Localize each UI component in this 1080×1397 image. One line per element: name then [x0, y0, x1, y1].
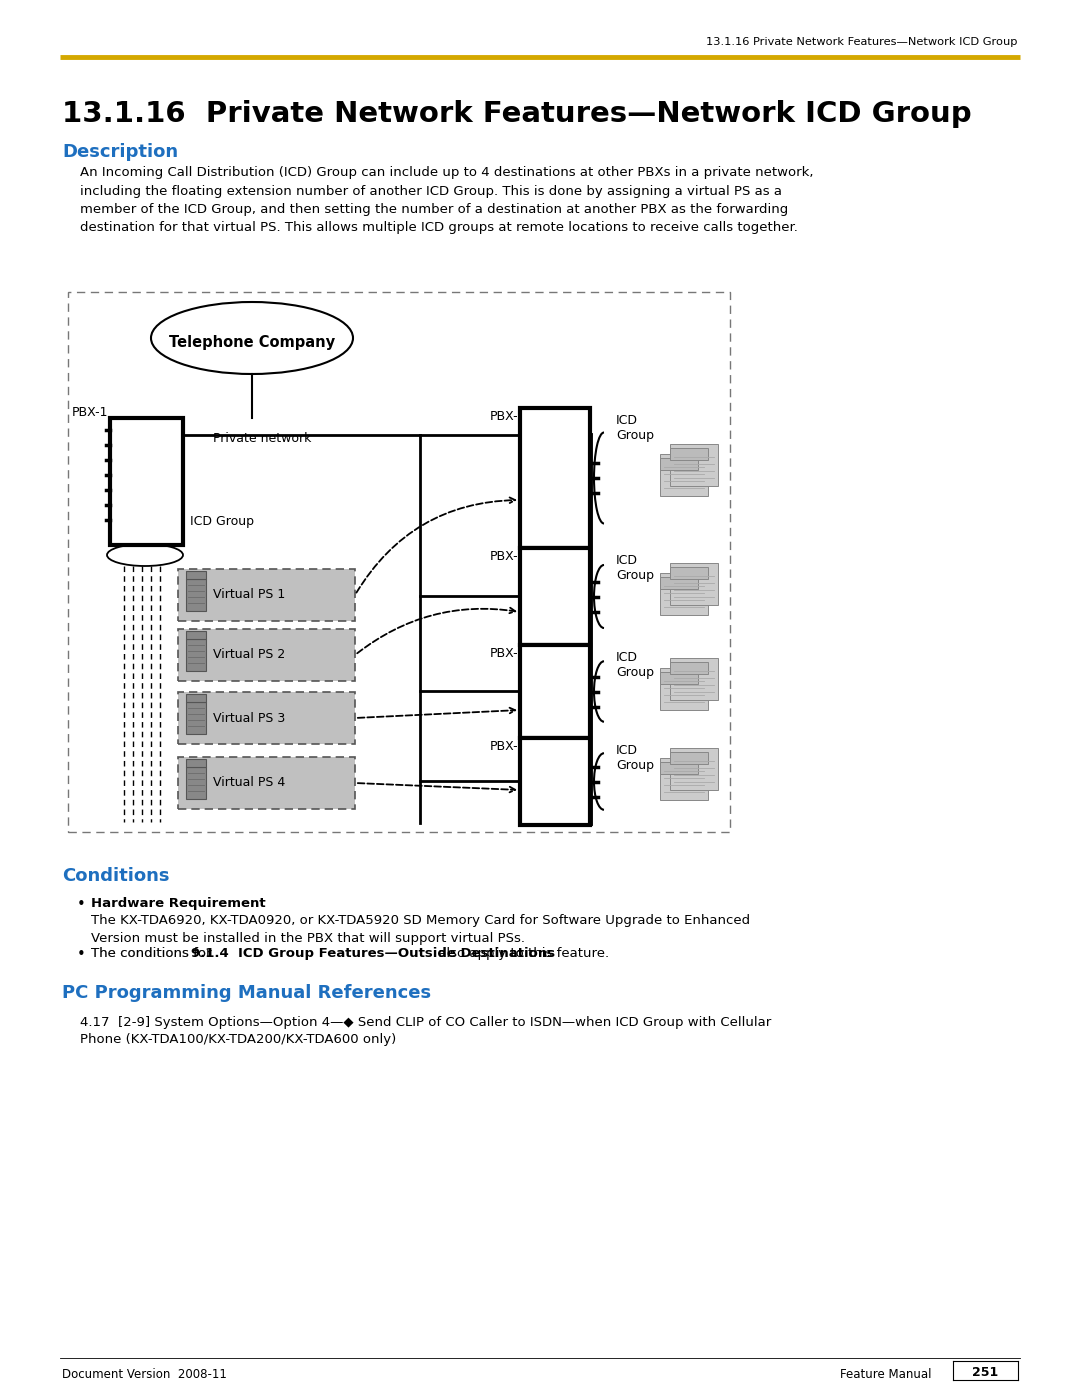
Bar — [670, 747, 718, 789]
Text: PC Programming Manual References: PC Programming Manual References — [62, 983, 431, 1002]
Bar — [186, 767, 206, 799]
Text: 9.1.4  ICD Group Features—Outside Destinations: 9.1.4 ICD Group Features—Outside Destina… — [191, 947, 555, 960]
Text: The KX-TDA6920, KX-TDA0920, or KX-TDA5920 SD Memory Card for Software Upgrade to: The KX-TDA6920, KX-TDA0920, or KX-TDA592… — [91, 914, 751, 944]
Text: Telephone Company: Telephone Company — [168, 334, 335, 349]
Text: Phone (KX-TDA100/KX-TDA200/KX-TDA600 only): Phone (KX-TDA100/KX-TDA200/KX-TDA600 onl… — [80, 1032, 396, 1046]
Text: ICD
Group: ICD Group — [616, 414, 654, 441]
Text: 13.1.16  Private Network Features—Network ICD Group: 13.1.16 Private Network Features—Network… — [62, 101, 972, 129]
Bar — [186, 694, 206, 703]
Text: The conditions for: The conditions for — [91, 947, 216, 960]
Bar — [660, 672, 698, 683]
Text: PBX-5: PBX-5 — [490, 740, 527, 753]
Text: ICD
Group: ICD Group — [616, 555, 654, 583]
Text: •: • — [77, 897, 85, 912]
Text: Hardware Requirement: Hardware Requirement — [91, 897, 266, 909]
Bar — [660, 761, 698, 774]
Bar — [178, 692, 355, 745]
Text: PBX-4: PBX-4 — [490, 647, 527, 659]
Text: Virtual PS 3: Virtual PS 3 — [213, 711, 285, 725]
Bar — [660, 577, 698, 588]
Bar — [519, 548, 590, 645]
Text: ICD
Group: ICD Group — [616, 745, 654, 773]
Bar — [519, 408, 590, 548]
Bar — [660, 573, 708, 615]
Text: also apply to this feature.: also apply to this feature. — [434, 947, 609, 960]
Text: ICD Group: ICD Group — [190, 515, 254, 528]
Text: Document Version  2008-11: Document Version 2008-11 — [62, 1368, 227, 1382]
Text: PBX-3: PBX-3 — [490, 550, 527, 563]
Text: 251: 251 — [972, 1366, 998, 1379]
Bar — [186, 571, 206, 578]
Bar — [178, 757, 355, 809]
Bar — [186, 703, 206, 733]
Bar — [660, 454, 708, 496]
Bar — [670, 563, 718, 605]
Bar — [68, 292, 730, 833]
Bar — [670, 567, 708, 578]
Bar — [660, 458, 698, 469]
Text: PBX-1: PBX-1 — [72, 407, 108, 419]
Bar — [186, 578, 206, 610]
Bar — [670, 662, 708, 673]
Bar — [186, 759, 206, 767]
Ellipse shape — [151, 302, 353, 374]
Text: Description: Description — [62, 142, 178, 161]
Text: Feature Manual: Feature Manual — [840, 1368, 931, 1382]
Bar — [670, 444, 718, 486]
Bar — [660, 757, 708, 799]
Bar — [670, 658, 718, 700]
Bar — [186, 631, 206, 638]
Bar — [660, 668, 708, 710]
Text: ICD
Group: ICD Group — [616, 651, 654, 679]
Text: Conditions: Conditions — [62, 868, 170, 886]
Text: The conditions for: The conditions for — [91, 947, 216, 960]
Text: PBX-2: PBX-2 — [490, 409, 527, 423]
Bar — [110, 418, 183, 545]
Bar — [670, 752, 708, 764]
Text: Virtual PS 4: Virtual PS 4 — [213, 777, 285, 789]
Bar — [670, 448, 708, 460]
Bar — [519, 645, 590, 738]
Bar — [519, 738, 590, 826]
Text: •: • — [77, 947, 85, 963]
Bar — [178, 629, 355, 680]
Bar — [178, 569, 355, 622]
Text: The conditions for 9.1.4  ICD Group Features—Outside Destinations also apply to : The conditions for 9.1.4 ICD Group Featu… — [91, 947, 715, 960]
Text: 4.17  [2-9] System Options—Option 4—◆ Send CLIP of CO Caller to ISDN—when ICD Gr: 4.17 [2-9] System Options—Option 4—◆ Sen… — [80, 1016, 771, 1030]
Text: Private network: Private network — [213, 432, 311, 446]
Text: Virtual PS 2: Virtual PS 2 — [213, 648, 285, 662]
Text: Virtual PS 1: Virtual PS 1 — [213, 588, 285, 602]
Text: 13.1.16 Private Network Features—Network ICD Group: 13.1.16 Private Network Features—Network… — [706, 36, 1018, 47]
Text: An Incoming Call Distribution (ICD) Group can include up to 4 destinations at ot: An Incoming Call Distribution (ICD) Grou… — [80, 166, 813, 235]
Bar — [186, 638, 206, 671]
